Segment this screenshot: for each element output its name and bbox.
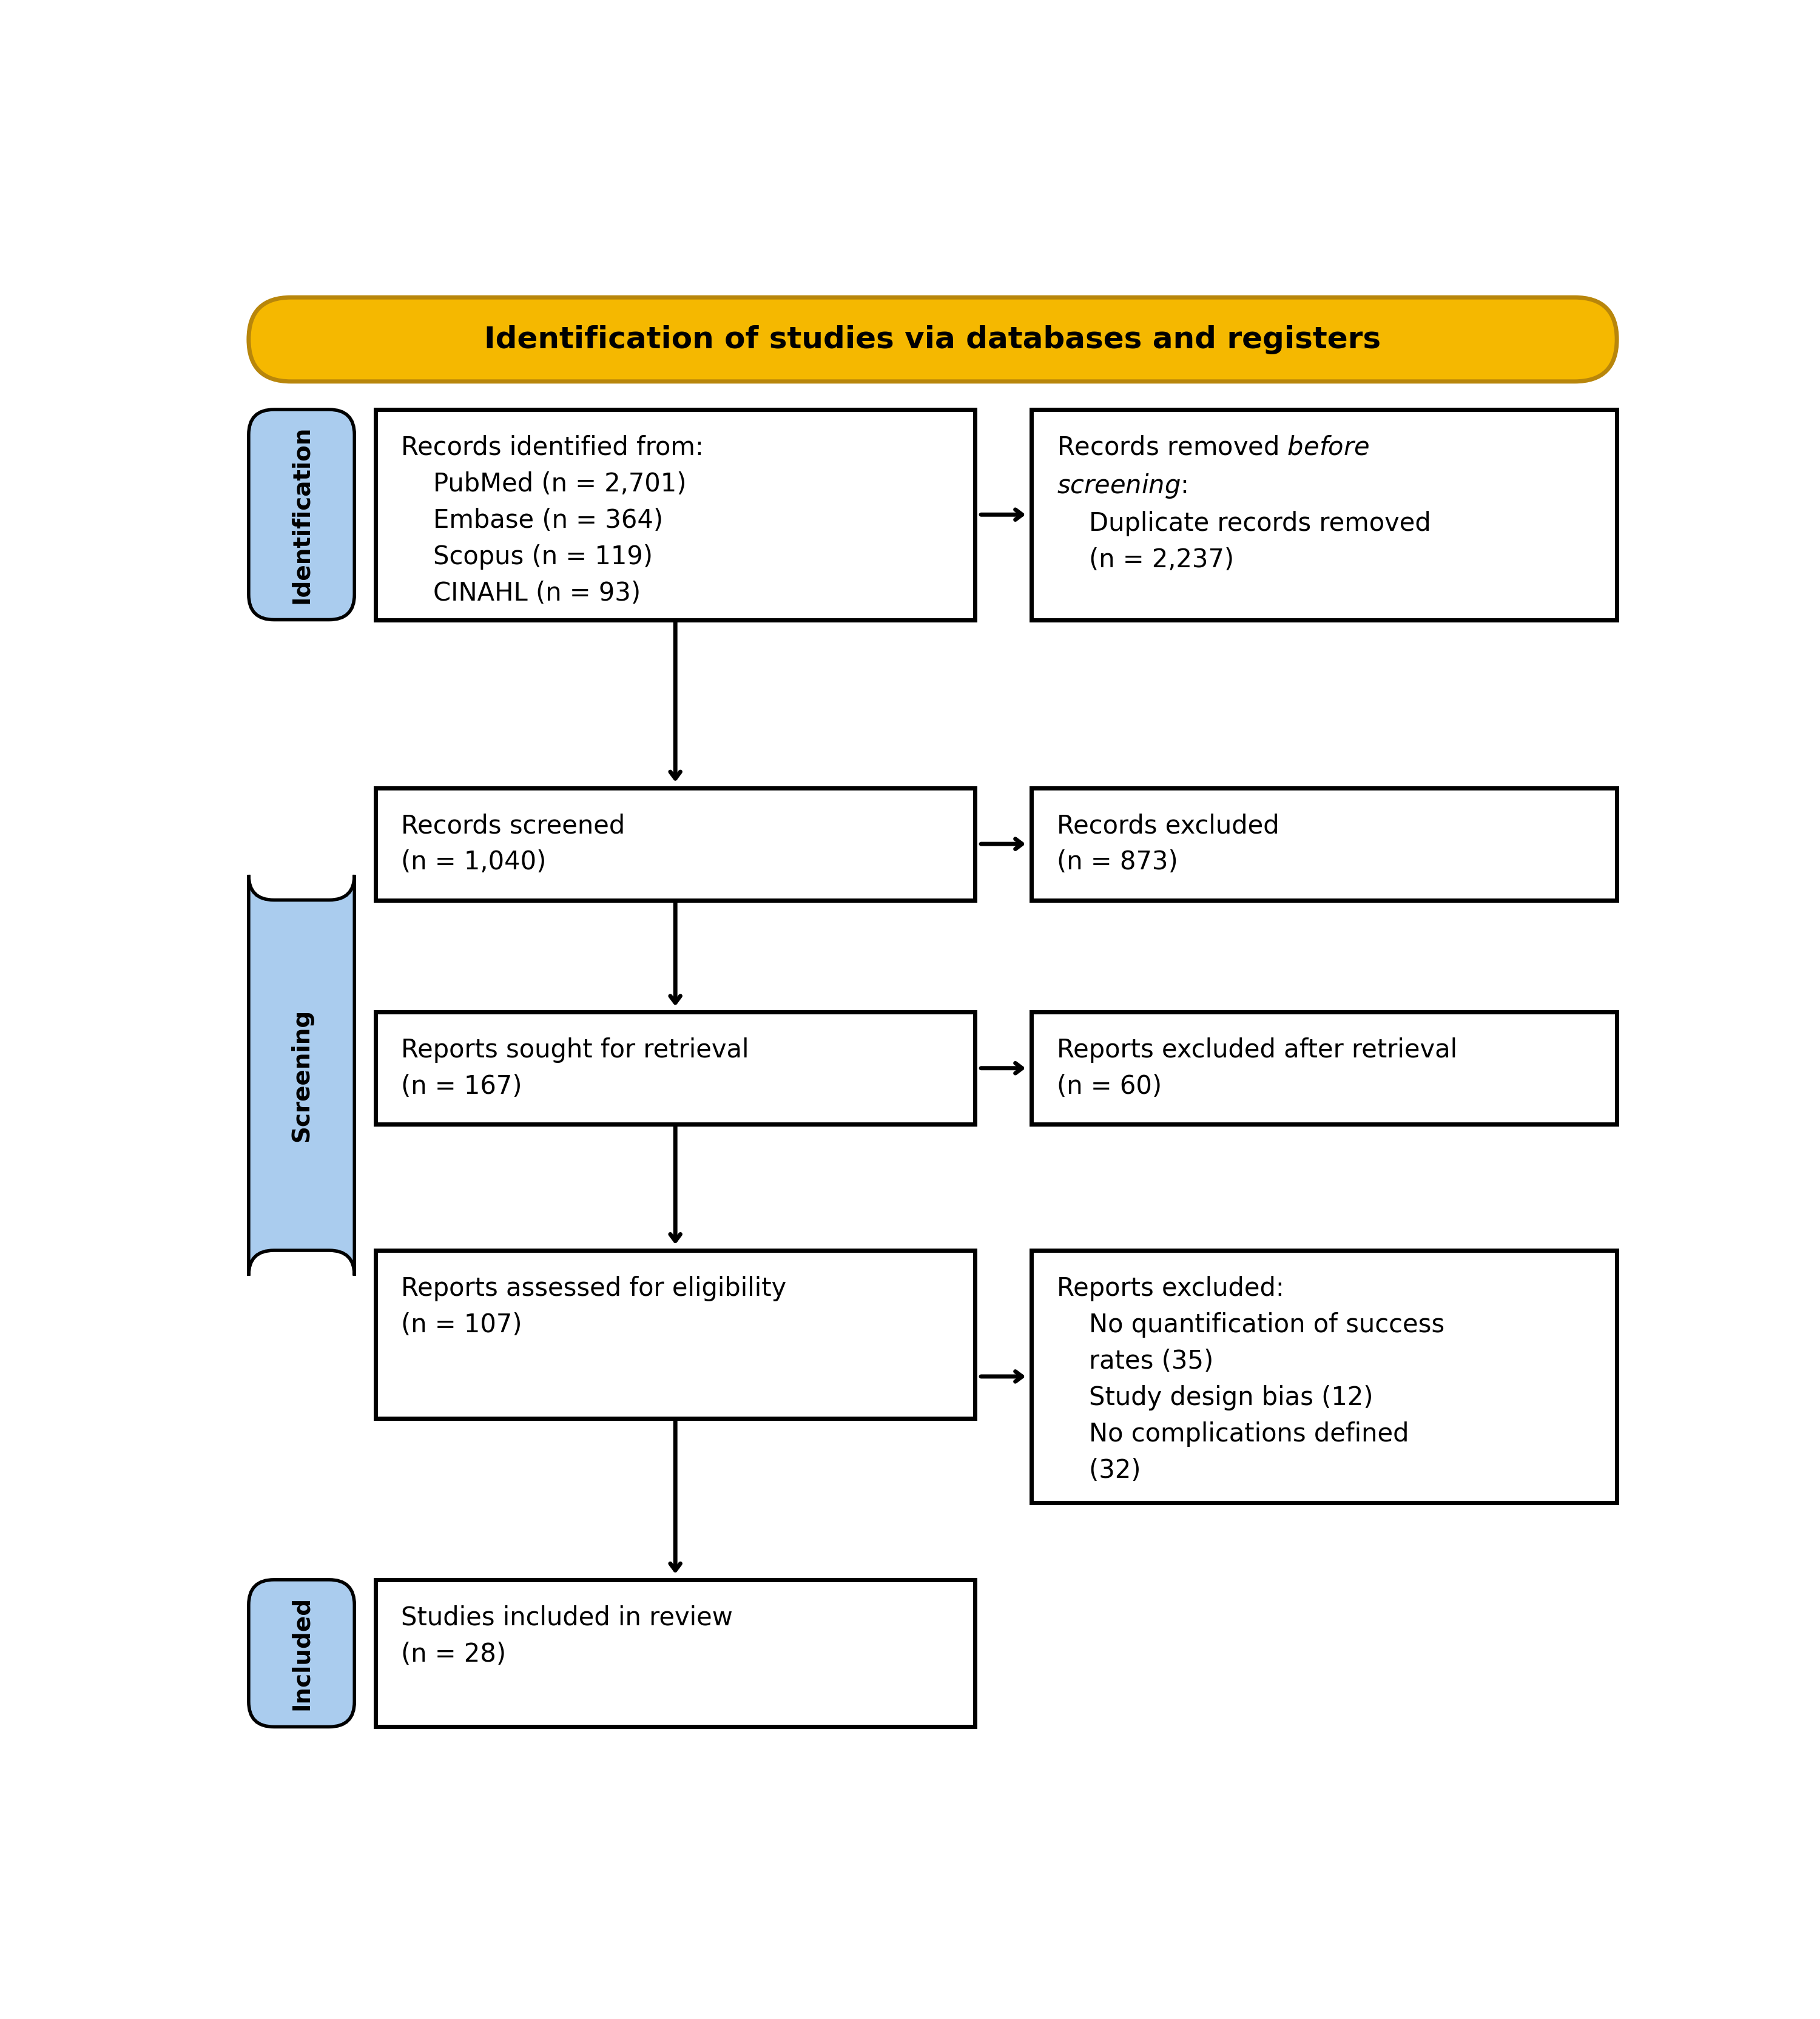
Bar (375, 1012, 976, 1125)
Bar (375, 1579, 976, 1726)
Text: Reports excluded:
    No quantification of success
    rates (35)
    Study desi: Reports excluded: No quantification of s… (1057, 1276, 1445, 1484)
Text: Reports excluded after retrieval
(n = 60): Reports excluded after retrieval (n = 60… (1057, 1038, 1458, 1098)
Text: Records identified from:
    PubMed (n = 2,701)
    Embase (n = 364)
    Scopus : Records identified from: PubMed (n = 2,7… (400, 434, 704, 606)
Text: Reports sought for retrieval
(n = 167): Reports sought for retrieval (n = 167) (400, 1038, 748, 1098)
FancyBboxPatch shape (249, 410, 355, 620)
Text: Screening: Screening (289, 1010, 313, 1141)
Text: Records removed $\it{before}$
$\it{screening}$:
    Duplicate records removed
  : Records removed $\it{before}$ $\it{scree… (1057, 434, 1431, 573)
Bar (1032, 1250, 1616, 1502)
FancyBboxPatch shape (249, 1579, 355, 1726)
Text: Studies included in review
(n = 28): Studies included in review (n = 28) (400, 1605, 733, 1668)
Text: Identification of studies via databases and registers: Identification of studies via databases … (484, 325, 1381, 353)
Text: Records excluded
(n = 873): Records excluded (n = 873) (1057, 814, 1279, 874)
FancyBboxPatch shape (249, 297, 1616, 382)
Bar (1032, 1012, 1616, 1125)
Bar (375, 787, 976, 900)
Bar (375, 410, 976, 620)
FancyBboxPatch shape (249, 874, 355, 1276)
Bar (1032, 410, 1616, 620)
Bar (1032, 787, 1616, 900)
Text: Records screened
(n = 1,040): Records screened (n = 1,040) (400, 814, 624, 874)
Text: Identification: Identification (289, 426, 313, 604)
Bar (375, 1250, 976, 1419)
Text: Included: Included (289, 1597, 313, 1710)
Text: Reports assessed for eligibility
(n = 107): Reports assessed for eligibility (n = 10… (400, 1276, 786, 1337)
